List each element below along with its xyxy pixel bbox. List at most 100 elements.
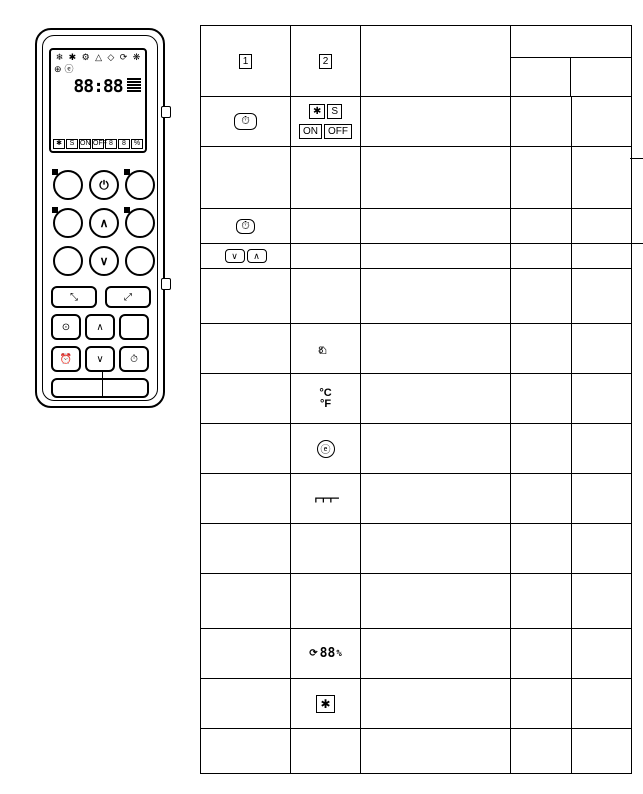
down-button-icon: ∨: [225, 249, 245, 263]
table-cell-split: [511, 26, 632, 97]
table-cell: [511, 209, 572, 244]
remote-lcd: ❄ ✱ ⚙ △ ◇ ⟳ ❋ ⊕ ⓔ 88:88 ✱ S ON OFF 8: [49, 48, 147, 153]
table-cell: ⟳88%: [291, 629, 361, 679]
remote-notch-1: [161, 106, 171, 118]
timer-down-button[interactable]: ∨: [85, 346, 115, 372]
fan-button[interactable]: [53, 246, 83, 276]
table-cell: [361, 269, 511, 324]
table-cell: [571, 324, 632, 374]
table-cell: [571, 574, 632, 629]
humidity-icon: ⟳88%: [309, 646, 341, 661]
table-cell: [571, 524, 632, 574]
table-cell: [201, 269, 291, 324]
timer-on-button[interactable]: ⏰: [51, 346, 81, 372]
table-cell: [361, 26, 511, 97]
table-cell: [361, 574, 511, 629]
swing-h-button[interactable]: ⤡: [51, 286, 97, 308]
table-cell: [201, 574, 291, 629]
table-cell: ⌐⌐⌐: [291, 474, 361, 524]
temp-up-button[interactable]: ∧: [89, 208, 119, 238]
star-box-icon: ✱: [316, 695, 334, 713]
table-cell: [511, 324, 572, 374]
table-cell: [511, 269, 572, 324]
button-blank-2[interactable]: [125, 170, 155, 200]
button-blank-4[interactable]: [125, 208, 155, 238]
louver-icon: ⌐⌐⌐: [314, 488, 337, 509]
table-cell: [361, 324, 511, 374]
table-cell: [571, 97, 632, 147]
power-button[interactable]: ⏻: [89, 170, 119, 200]
on-icon: ON: [299, 124, 322, 139]
table-cell: [511, 524, 572, 574]
table-row: [201, 524, 632, 574]
table-cell: [201, 147, 291, 209]
table-cell: [511, 629, 572, 679]
swing-v-button[interactable]: ⤢: [105, 286, 151, 308]
table-cell: [291, 729, 361, 774]
table-cell: [571, 269, 632, 324]
table-cell: [571, 147, 632, 209]
button-blank-3[interactable]: [53, 208, 83, 238]
up-button-icon: ∧: [247, 249, 267, 263]
table-row: ⏱✱SONOFF: [201, 97, 632, 147]
table-cell: [511, 147, 572, 209]
table-cell: [201, 374, 291, 424]
table-cell: [201, 679, 291, 729]
table-cell: [571, 474, 632, 524]
bottom-button[interactable]: [51, 378, 149, 398]
table-cell: [361, 474, 511, 524]
plug-icon: ⓔ: [317, 440, 335, 458]
table-cell: °C°F: [291, 374, 361, 424]
table-row: ⟳88%: [201, 629, 632, 679]
table-cell: [291, 244, 361, 269]
celsius-fahrenheit-icon: °C°F: [291, 388, 360, 410]
lcd-indicator: ✱: [53, 139, 65, 149]
timer-icon: ⏱: [234, 113, 257, 130]
button-blank-1[interactable]: [53, 170, 83, 200]
mode-button[interactable]: [125, 246, 155, 276]
table-cell: [291, 147, 361, 209]
temp-down-button[interactable]: ∨: [89, 246, 119, 276]
table-cell: [571, 679, 632, 729]
table-row: [201, 269, 632, 324]
mode-icon: ◇: [107, 52, 114, 62]
lcd-indicator: OFF: [92, 139, 104, 149]
table-cell: [291, 209, 361, 244]
indicator-icon: ⓔ: [65, 64, 74, 74]
table-cell: [361, 729, 511, 774]
mode-icon: ✱: [69, 52, 77, 62]
lcd-indicator-icons: ⊕ ⓔ: [54, 64, 143, 74]
table-cell: [571, 374, 632, 424]
table-cell: [571, 729, 632, 774]
table-row: ⏱: [201, 209, 632, 244]
table-cell: ✱: [291, 679, 361, 729]
table-cell: [361, 679, 511, 729]
table-row: [201, 729, 632, 774]
timer-icon: ⏱: [236, 219, 255, 234]
table-cell: ⓔ: [291, 424, 361, 474]
table-row: °C°F: [201, 374, 632, 424]
timer-set-button[interactable]: ⊙: [51, 314, 81, 340]
lcd-indicator: S: [66, 139, 78, 149]
timer-off-button[interactable]: ⏱: [119, 346, 149, 372]
mode-icon: ⚙: [82, 52, 90, 62]
table-cell: [201, 729, 291, 774]
lcd-indicator: %: [131, 139, 143, 149]
table-cell: [361, 374, 511, 424]
table-cell: [511, 97, 572, 147]
table-cell: [361, 629, 511, 679]
table-cell: [511, 679, 572, 729]
table-cell: [511, 729, 572, 774]
table-row: ⌐⌐⌐: [201, 474, 632, 524]
table-cell: [511, 244, 572, 269]
number-box-icon: 1: [239, 54, 253, 69]
table-cell: [571, 424, 632, 474]
lcd-indicator: 8: [118, 139, 130, 149]
lcd-mode-icons: ❄ ✱ ⚙ △ ◇ ⟳ ❋: [53, 52, 143, 62]
ext-line-1: [630, 158, 643, 159]
table-cell: [201, 629, 291, 679]
table-cell: [571, 629, 632, 679]
timer-up-button[interactable]: ∧: [85, 314, 115, 340]
button-blank-5[interactable]: [119, 314, 149, 340]
lcd-bottom-indicators: ✱ S ON OFF 8 8 %: [53, 139, 143, 149]
